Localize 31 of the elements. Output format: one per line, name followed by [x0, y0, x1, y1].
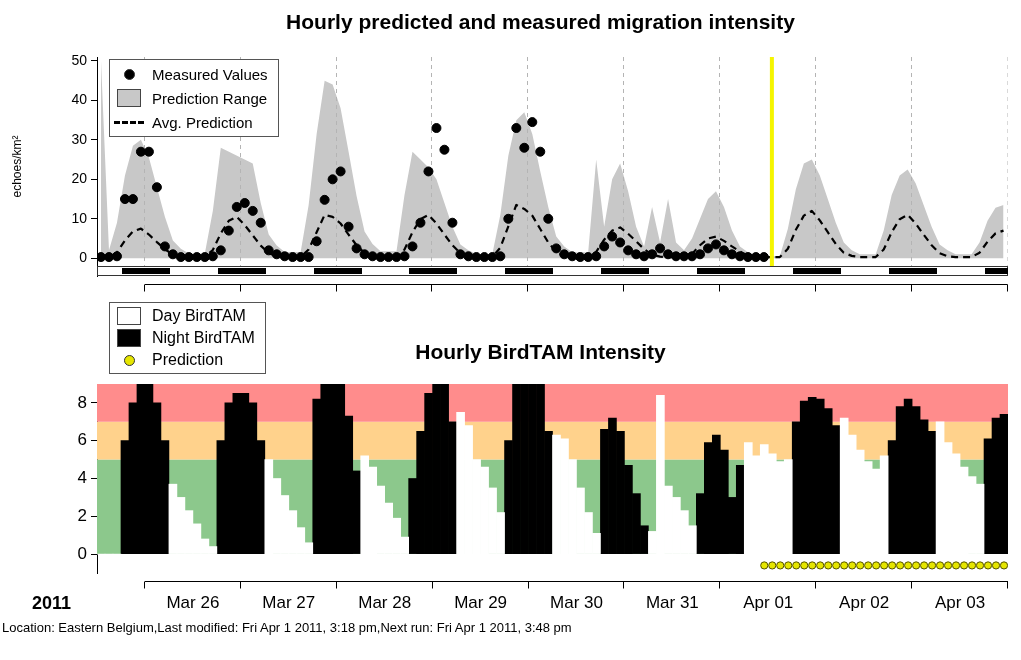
- x-tick-label: Apr 03: [935, 592, 986, 612]
- y-tick-label: 4: [77, 468, 87, 488]
- legend-label: Prediction Range: [152, 89, 268, 107]
- y-tick-label: 40: [71, 91, 88, 108]
- x-tick-label: Apr 02: [839, 592, 890, 612]
- text: Night BirdTAM: [152, 329, 255, 347]
- legend-label: Prediction: [152, 351, 224, 369]
- x-tick-label: Mar 31: [645, 592, 699, 612]
- y-tick-label: 8: [77, 392, 87, 412]
- x-tick-label: Mar 28: [358, 592, 412, 612]
- y-axis-title: echoes/km²: [9, 135, 24, 198]
- y-tick-label: 50: [71, 51, 88, 68]
- legend-label: Avg. Prediction: [152, 113, 253, 131]
- y-tick-label: 0: [79, 249, 88, 266]
- y-tick-label: 2: [77, 505, 87, 525]
- y-tick-label: 6: [77, 430, 87, 450]
- text: Location: Eastern Belgium,Last modified: Fri Apr 1 2011, 3:18 pm,Next run: Fri Apr 1 2011, 3:48 pm: [2, 620, 573, 635]
- chart-title: Hourly predicted and measured migration intensity: [285, 9, 796, 35]
- x-tick-label: Mar 27: [262, 592, 316, 612]
- text: 2011: [32, 593, 72, 614]
- y-tick-label: 30: [71, 130, 88, 147]
- y-tick-label: 20: [71, 170, 88, 187]
- x-tick-label: Mar 29: [454, 592, 508, 612]
- y-tick-label: 0: [77, 543, 87, 563]
- x-tick-label: Apr 01: [743, 592, 794, 612]
- y-tick-label: 10: [71, 209, 88, 226]
- legend-label: Measured Values: [152, 65, 268, 83]
- chart-title: Hourly BirdTAM Intensity: [415, 340, 666, 363]
- x-tick-label: Mar 30: [550, 592, 603, 612]
- legend-label: Day BirdTAM: [152, 307, 246, 325]
- x-tick-label: Mar 26: [166, 592, 220, 612]
